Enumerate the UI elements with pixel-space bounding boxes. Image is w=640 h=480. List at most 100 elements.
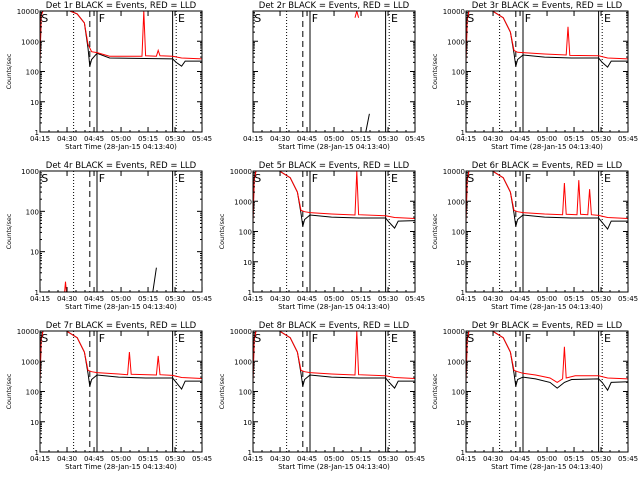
y-tick-label: 1 xyxy=(35,449,39,457)
segment-label: F xyxy=(99,332,105,345)
y-tick-label: 1 xyxy=(248,289,252,297)
x-tick-label: 05:00 xyxy=(111,135,131,143)
segment-label: S xyxy=(467,332,474,345)
x-axis-label: Start Time (28-Jan-15 04:13:40) xyxy=(491,463,603,471)
x-tick-label: 04:30 xyxy=(270,135,290,143)
x-axis-label: Start Time (28-Jan-15 04:13:40) xyxy=(65,463,177,471)
plot-frame xyxy=(252,330,416,453)
x-tick-label: 05:45 xyxy=(405,295,425,303)
y-tick-label: 10000 xyxy=(443,328,465,336)
plot-frame xyxy=(252,170,416,293)
segment-label: S xyxy=(254,332,261,345)
plot-frame xyxy=(39,170,203,293)
x-axis-label: Start Time (28-Jan-15 04:13:40) xyxy=(65,143,177,151)
x-tick-label: 04:30 xyxy=(483,295,503,303)
segment-label: S xyxy=(41,332,48,345)
x-axis-label: Start Time (28-Jan-15 04:13:40) xyxy=(491,143,603,151)
segment-label: E xyxy=(604,172,611,185)
y-tick-label: 100 xyxy=(452,229,465,237)
lld-series-line xyxy=(64,281,67,292)
y-tick-label: 1 xyxy=(461,289,465,297)
x-tick-label: 05:00 xyxy=(537,295,557,303)
segment-label: F xyxy=(99,12,105,25)
x-tick-label: 05:00 xyxy=(111,295,131,303)
x-tick-label: 05:30 xyxy=(165,135,185,143)
x-tick-label: 05:00 xyxy=(537,135,557,143)
y-tick-label: 1000 xyxy=(21,38,39,46)
lld-series-line xyxy=(253,331,415,383)
y-tick-label: 10000 xyxy=(230,328,252,336)
segment-label: F xyxy=(525,332,531,345)
segment-label: F xyxy=(525,12,531,25)
y-tick-label: 1000 xyxy=(234,198,252,206)
x-tick-label: 04:15 xyxy=(30,295,50,303)
lld-series-line xyxy=(40,11,202,63)
y-tick-label: 10 xyxy=(243,259,252,267)
x-tick-label: 05:45 xyxy=(192,135,212,143)
x-tick-label: 05:30 xyxy=(378,135,398,143)
y-tick-label: 100 xyxy=(26,208,39,216)
x-tick-label: 05:00 xyxy=(111,455,131,463)
segment-label: S xyxy=(467,172,474,185)
y-tick-label: 1 xyxy=(461,449,465,457)
y-tick-label: 1 xyxy=(35,289,39,297)
y-tick-label: 1 xyxy=(248,449,252,457)
segment-label: E xyxy=(604,12,611,25)
x-tick-label: 05:45 xyxy=(618,295,638,303)
x-tick-label: 05:00 xyxy=(324,135,344,143)
x-axis-label: Start Time (28-Jan-15 04:13:40) xyxy=(65,303,177,311)
panel-title: Det 3r BLACK = Events, RED = LLD xyxy=(472,1,623,11)
x-tick-label: 04:15 xyxy=(456,295,476,303)
x-tick-label: 04:15 xyxy=(30,455,50,463)
y-tick-label: 1000 xyxy=(21,168,39,176)
y-tick-label: 100 xyxy=(452,69,465,77)
x-tick-label: 04:30 xyxy=(483,455,503,463)
x-tick-label: 05:45 xyxy=(405,455,425,463)
x-tick-label: 04:30 xyxy=(483,135,503,143)
segment-label: E xyxy=(391,332,398,345)
lld-series-line xyxy=(466,331,628,383)
segment-label: E xyxy=(178,332,185,345)
plot-frame xyxy=(465,170,629,293)
y-tick-label: 10 xyxy=(243,419,252,427)
segment-label: E xyxy=(604,332,611,345)
y-tick-label: 1000 xyxy=(447,38,465,46)
x-tick-label: 05:30 xyxy=(591,135,611,143)
y-tick-label: 100 xyxy=(452,389,465,397)
y-tick-label: 10 xyxy=(456,259,465,267)
segment-label: S xyxy=(254,172,261,185)
x-tick-label: 04:45 xyxy=(297,135,317,143)
x-tick-label: 05:15 xyxy=(138,295,158,303)
y-tick-label: 10000 xyxy=(230,168,252,176)
x-tick-label: 05:45 xyxy=(618,455,638,463)
y-axis-label: Counts/sec xyxy=(218,373,226,409)
lld-series-line xyxy=(354,11,360,18)
segment-label: F xyxy=(99,172,105,185)
x-tick-label: 05:30 xyxy=(591,295,611,303)
x-tick-label: 05:45 xyxy=(192,455,212,463)
x-tick-label: 05:30 xyxy=(165,295,185,303)
x-axis-label: Start Time (28-Jan-15 04:13:40) xyxy=(278,463,390,471)
panel-title: Det 1r BLACK = Events, RED = LLD xyxy=(46,1,197,11)
y-axis-label: Counts/sec xyxy=(431,213,439,249)
x-tick-label: 05:30 xyxy=(165,455,185,463)
x-axis-label: Start Time (28-Jan-15 04:13:40) xyxy=(278,303,390,311)
x-tick-label: 04:45 xyxy=(510,295,530,303)
plot-frame xyxy=(252,10,416,133)
segment-label: E xyxy=(178,12,185,25)
events-series-line xyxy=(365,113,370,132)
plot-frame xyxy=(39,330,203,453)
x-tick-label: 05:45 xyxy=(405,135,425,143)
panel-title: Det 8r BLACK = Events, RED = LLD xyxy=(259,321,410,331)
plot-frame xyxy=(39,10,203,133)
y-tick-label: 1000 xyxy=(447,198,465,206)
x-tick-label: 04:30 xyxy=(57,455,77,463)
segment-label: S xyxy=(41,12,48,25)
x-tick-label: 04:15 xyxy=(456,135,476,143)
x-tick-label: 04:15 xyxy=(30,135,50,143)
lld-series-line xyxy=(466,11,628,63)
x-tick-label: 05:15 xyxy=(351,135,371,143)
